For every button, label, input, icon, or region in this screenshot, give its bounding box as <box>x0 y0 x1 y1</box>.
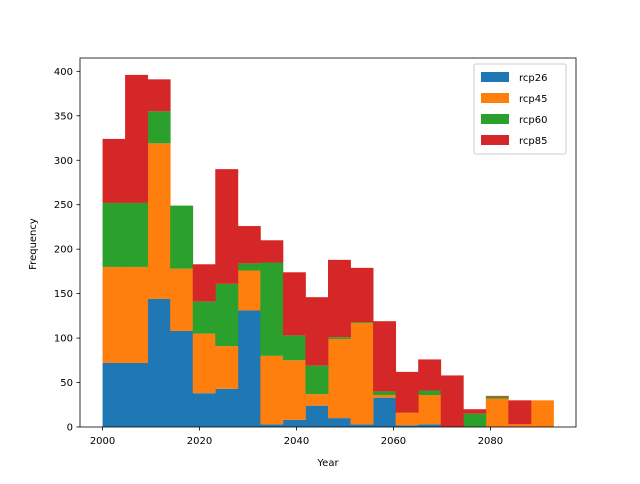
bar-rcp85-6 <box>237 226 261 264</box>
legend-swatch-rcp26 <box>481 72 509 82</box>
bar-rcp26-5 <box>215 388 239 427</box>
bar-rcp60-6 <box>237 263 261 271</box>
y-tick-label-100: 100 <box>54 334 73 345</box>
bar-rcp85-0 <box>102 138 126 203</box>
y-tick-label-400: 400 <box>54 67 73 78</box>
x-axis-label: Year <box>316 458 339 469</box>
bar-rcp45-1 <box>125 266 149 363</box>
legend-swatch-rcp85 <box>481 135 509 145</box>
bar-rcp45-2 <box>147 143 171 299</box>
bar-rcp26-12 <box>373 397 397 427</box>
bar-rcp60-17 <box>485 396 509 399</box>
x-tick-label-2060: 2060 <box>381 436 406 447</box>
bar-rcp60-5 <box>215 283 239 347</box>
x-tick-label-2000: 2000 <box>90 436 115 447</box>
bar-rcp45-0 <box>102 266 126 363</box>
legend-box <box>473 63 567 155</box>
bar-rcp26-11 <box>350 424 374 427</box>
bar-rcp85-10 <box>328 259 351 338</box>
bar-rcp85-15 <box>440 375 464 427</box>
y-tick-label-150: 150 <box>54 289 73 300</box>
y-tick-label-300: 300 <box>54 156 73 167</box>
bar-rcp85-9 <box>305 297 329 366</box>
bar-rcp45-4 <box>192 333 216 394</box>
x-tick-label-2040: 2040 <box>284 436 309 447</box>
bar-rcp26-14 <box>418 424 442 427</box>
bars-layer <box>102 74 554 427</box>
bar-rcp60-16 <box>463 413 487 427</box>
bar-rcp26-6 <box>237 310 261 427</box>
bar-rcp85-2 <box>147 79 171 112</box>
bar-rcp45-12 <box>373 394 397 398</box>
bar-rcp60-2 <box>147 111 171 144</box>
bar-rcp45-10 <box>328 338 351 419</box>
bar-rcp45-6 <box>237 270 261 311</box>
bar-rcp85-13 <box>395 371 419 413</box>
bar-rcp60-0 <box>102 202 126 267</box>
bar-rcp26-9 <box>305 405 329 427</box>
bar-rcp45-11 <box>350 322 374 425</box>
bar-rcp45-3 <box>170 268 194 331</box>
bar-rcp85-5 <box>215 169 239 284</box>
bar-rcp26-8 <box>282 419 306 427</box>
legend-label-rcp60: rcp60 <box>519 115 547 126</box>
bar-rcp85-18 <box>508 400 532 425</box>
bar-rcp26-7 <box>260 424 284 427</box>
bar-rcp85-8 <box>282 272 306 336</box>
bar-rcp26-4 <box>192 393 216 427</box>
legend-label-rcp26: rcp26 <box>519 73 547 84</box>
bar-rcp85-14 <box>418 359 442 391</box>
bar-rcp60-1 <box>125 202 149 267</box>
legend-swatch-rcp45 <box>481 93 509 103</box>
bar-rcp45-8 <box>282 360 306 420</box>
bar-rcp26-0 <box>102 362 126 427</box>
bar-rcp45-13 <box>395 412 419 426</box>
y-axis-label: Frequency <box>28 218 39 270</box>
y-tick-label-50: 50 <box>60 378 73 389</box>
bar-rcp85-11 <box>350 267 374 323</box>
bar-rcp60-10 <box>328 337 351 339</box>
bar-rcp26-13 <box>395 425 419 427</box>
bar-rcp85-17 <box>485 395 509 397</box>
bar-rcp60-8 <box>282 335 306 361</box>
bar-rcp45-14 <box>418 394 442 425</box>
bar-rcp26-1 <box>125 362 149 427</box>
y-tick-label-350: 350 <box>54 111 73 122</box>
legend-label-rcp45: rcp45 <box>519 94 547 105</box>
bar-rcp45-18 <box>508 424 532 427</box>
bar-rcp60-3 <box>170 205 194 269</box>
bar-rcp45-5 <box>215 346 239 389</box>
bar-rcp26-2 <box>147 298 171 427</box>
bar-rcp85-4 <box>192 264 216 302</box>
x-tick-label-2020: 2020 <box>187 436 212 447</box>
y-tick-label-250: 250 <box>54 200 73 211</box>
bar-rcp45-9 <box>305 394 329 406</box>
bar-rcp85-7 <box>260 240 284 263</box>
bar-rcp45-19 <box>530 400 554 427</box>
bar-rcp85-1 <box>125 74 149 203</box>
bar-rcp26-3 <box>170 330 194 427</box>
bar-rcp60-4 <box>192 301 216 334</box>
bar-rcp60-7 <box>260 262 284 356</box>
axes-layer: 2000 2020 2040 2060 2080 0 50 100 150 200 250 300 35… <box>54 57 577 447</box>
legend-swatch-rcp60 <box>481 114 509 124</box>
bar-rcp60-9 <box>305 365 329 395</box>
legend-label-rcp85: rcp85 <box>519 136 547 147</box>
bar-rcp60-12 <box>373 391 397 395</box>
bar-rcp85-12 <box>373 321 397 392</box>
plot-frame <box>79 57 577 428</box>
x-tick-label-2080: 2080 <box>478 436 503 447</box>
y-tick-label-0: 0 <box>67 423 73 434</box>
bar-rcp26-10 <box>328 418 351 427</box>
bar-rcp45-17 <box>485 398 509 427</box>
bar-rcp45-7 <box>260 355 284 425</box>
bar-rcp60-14 <box>418 390 442 395</box>
bar-rcp85-16 <box>463 409 487 414</box>
legend: rcp26 rcp45 rcp60 rcp85 <box>473 63 567 155</box>
y-tick-label-200: 200 <box>54 245 73 256</box>
bar-rcp60-11 <box>350 322 374 323</box>
